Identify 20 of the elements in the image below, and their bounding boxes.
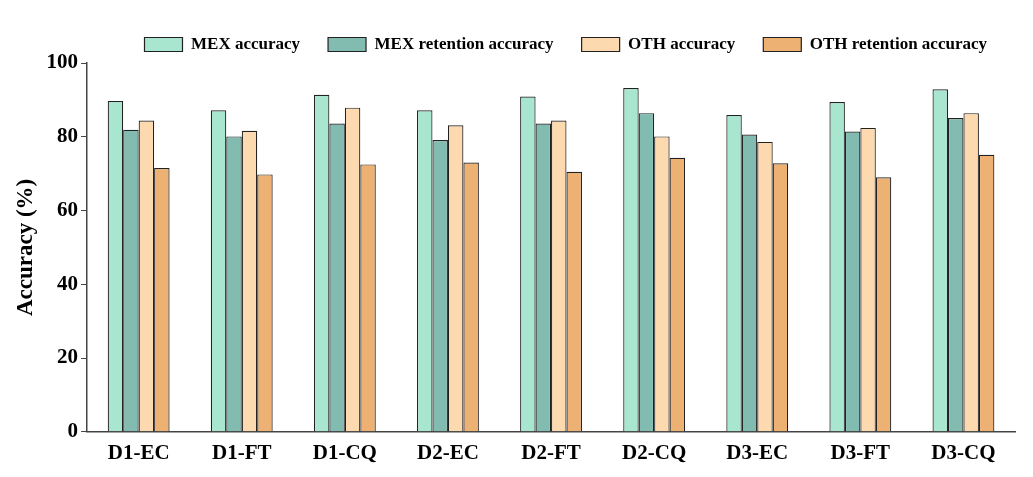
x-tick-label: D3-FT [830, 439, 891, 464]
x-tick-label: D2-EC [417, 439, 479, 464]
x-tick-label: D2-CQ [622, 439, 687, 464]
x-tick-label: D3-EC [726, 439, 789, 464]
y-tick-label: 60 [57, 196, 79, 221]
y-tick-label: 40 [57, 270, 79, 295]
x-tick-label: D3-CQ [931, 439, 996, 464]
x-tick-label: D1-CQ [312, 439, 377, 464]
y-tick-label: 20 [57, 344, 79, 369]
y-tick-label: 100 [46, 49, 79, 74]
x-tick-label: D2-FT [521, 439, 581, 464]
y-tick-label: 0 [67, 418, 79, 443]
legend-label: OTH retention accuracy [809, 33, 988, 53]
x-tick-label: D1-EC [107, 439, 170, 464]
y-tick-label: 80 [57, 123, 79, 148]
legend-label: OTH accuracy [628, 33, 736, 53]
legend-label: MEX retention accuracy [374, 33, 555, 53]
y-axis-title: Accuracy (%) [11, 178, 37, 317]
legend-label: MEX accuracy [191, 33, 301, 53]
x-tick-label: D1-FT [212, 439, 272, 464]
